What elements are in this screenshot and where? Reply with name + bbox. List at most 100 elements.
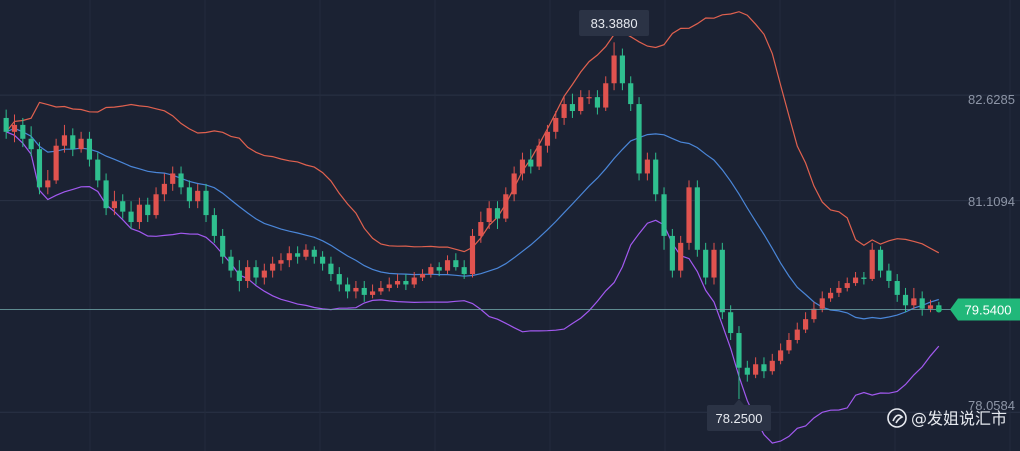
candle-body bbox=[70, 135, 76, 150]
candle-body bbox=[186, 187, 192, 202]
candle-body bbox=[419, 274, 426, 278]
candle-body bbox=[803, 319, 809, 330]
candle-body bbox=[569, 104, 576, 112]
candle-body bbox=[628, 83, 634, 105]
weibo-style-icon bbox=[887, 408, 907, 428]
candle-body bbox=[361, 287, 367, 295]
candle-body bbox=[511, 173, 517, 195]
candle-body bbox=[694, 187, 700, 250]
candles bbox=[3, 42, 942, 399]
candle-body bbox=[678, 242, 684, 271]
watermark: @发姐说汇市 bbox=[887, 408, 1007, 428]
candle-body bbox=[528, 159, 534, 167]
candle-body bbox=[877, 249, 884, 271]
candle-body bbox=[203, 190, 209, 216]
candle-body bbox=[411, 277, 417, 285]
candle-body bbox=[95, 159, 101, 181]
candle-body bbox=[553, 117, 559, 132]
candle-body bbox=[486, 208, 492, 223]
candle-body bbox=[436, 267, 442, 271]
candle-body bbox=[719, 249, 725, 313]
candle-body bbox=[378, 287, 384, 292]
candle-body bbox=[503, 194, 509, 219]
candle-body bbox=[369, 291, 376, 295]
y-tick-label: 81.1094 bbox=[968, 194, 1015, 209]
candle-body bbox=[86, 138, 93, 160]
candle-body bbox=[353, 287, 359, 292]
candle-body bbox=[711, 249, 717, 278]
candle-body bbox=[61, 135, 68, 146]
candle-body bbox=[819, 298, 825, 309]
candle-body bbox=[586, 97, 592, 99]
candle-body bbox=[345, 284, 351, 292]
candle-body bbox=[245, 267, 251, 282]
current-price-tag: 79.5400 bbox=[950, 298, 1020, 321]
candle-body bbox=[703, 249, 709, 278]
candle-body bbox=[636, 104, 642, 174]
candle-body bbox=[744, 367, 750, 375]
candle-body bbox=[778, 350, 784, 361]
candle-body bbox=[544, 131, 551, 146]
lower-band-line bbox=[5, 131, 940, 444]
middle-band-line bbox=[5, 127, 939, 320]
candle-body bbox=[611, 55, 617, 84]
candle-body bbox=[827, 292, 834, 299]
candle-body bbox=[311, 249, 317, 257]
candle-body bbox=[170, 173, 176, 184]
candle-body bbox=[286, 253, 292, 261]
candle-body bbox=[461, 267, 467, 275]
candle-body bbox=[120, 201, 126, 212]
candle-body bbox=[270, 263, 276, 271]
candle-body bbox=[295, 253, 301, 257]
candle-body bbox=[894, 281, 900, 295]
candle-body bbox=[195, 190, 201, 202]
candle-body bbox=[78, 138, 84, 150]
candle-body bbox=[902, 294, 909, 306]
candle-body bbox=[753, 364, 759, 375]
candle-body bbox=[394, 281, 401, 285]
candle-body bbox=[444, 260, 451, 271]
candle-body bbox=[178, 173, 184, 188]
candle-body bbox=[128, 211, 134, 223]
candle-body bbox=[20, 124, 26, 139]
candle-body bbox=[253, 267, 259, 278]
candle-body bbox=[911, 298, 917, 306]
candle-body bbox=[919, 298, 925, 309]
candle-body bbox=[36, 149, 43, 188]
candle-body bbox=[836, 287, 842, 293]
candle-body bbox=[303, 249, 309, 257]
candle-body bbox=[519, 159, 526, 174]
candle-body bbox=[661, 194, 667, 236]
current-price-line: 79.5400 bbox=[0, 298, 1020, 321]
candle-body bbox=[453, 260, 459, 268]
high-callout: 83.3880 bbox=[579, 10, 650, 36]
candle-body bbox=[145, 204, 151, 216]
y-tick-label: 82.6285 bbox=[968, 92, 1015, 107]
candle-body bbox=[161, 183, 167, 195]
candle-body bbox=[578, 97, 584, 112]
candle-body bbox=[494, 208, 501, 219]
candle-body bbox=[28, 138, 34, 150]
candle-body bbox=[320, 256, 326, 264]
candle-body bbox=[736, 333, 742, 368]
current-price-label: 79.5400 bbox=[965, 302, 1012, 317]
high-price-label: 83.3880 bbox=[591, 16, 638, 31]
candle-body bbox=[228, 256, 234, 271]
candle-body bbox=[153, 194, 159, 216]
candle-body bbox=[11, 124, 18, 132]
y-axis: 82.6285 81.1094 78.0584 bbox=[968, 92, 1015, 413]
candle-body bbox=[927, 305, 934, 309]
candle-body bbox=[136, 204, 142, 223]
candle-body bbox=[844, 283, 850, 288]
candle-body bbox=[594, 97, 600, 108]
candle-body bbox=[728, 312, 734, 334]
candle-body bbox=[469, 235, 476, 275]
candle-body bbox=[794, 329, 800, 340]
candle-body bbox=[852, 277, 859, 284]
candle-body bbox=[386, 284, 392, 288]
candle-body bbox=[769, 360, 775, 372]
candle-body bbox=[278, 260, 284, 264]
